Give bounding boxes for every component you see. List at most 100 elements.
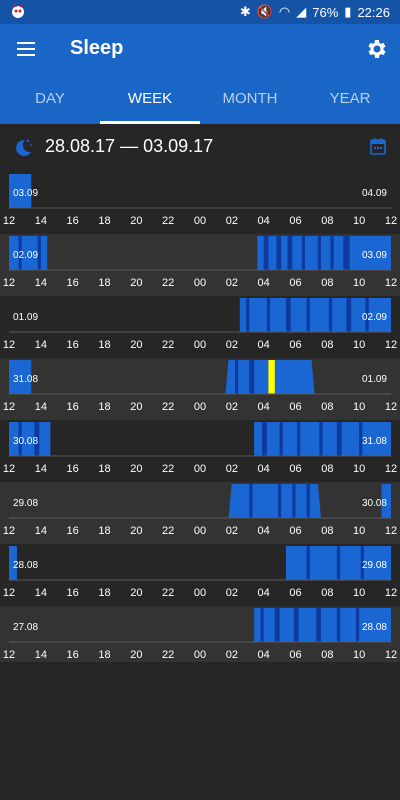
calendar-icon[interactable]	[370, 137, 386, 155]
deep-sleep-segment	[274, 608, 280, 642]
battery-icon: ▮	[344, 4, 352, 19]
x-tick-label: 00	[194, 649, 206, 661]
x-tick-label: 02	[226, 277, 238, 289]
deep-sleep-segment	[336, 546, 341, 580]
row-end-date-label: 30.08	[362, 498, 387, 509]
deep-sleep-segment	[297, 422, 301, 456]
deep-sleep-segment	[360, 546, 364, 580]
x-tick-label: 18	[98, 401, 110, 413]
deep-sleep-segment	[336, 608, 341, 642]
sleep-session-bar	[239, 298, 391, 332]
x-tick-label: 08	[321, 339, 333, 351]
deep-sleep-segment	[18, 422, 22, 456]
x-tick-label: 06	[289, 525, 301, 537]
moon-stars-icon	[16, 139, 32, 156]
x-tick-label: 10	[353, 401, 365, 413]
deep-sleep-segment	[276, 236, 282, 270]
x-tick-label: 02	[226, 401, 238, 413]
row-end-date-label: 01.09	[362, 374, 387, 385]
x-tick-label: 16	[67, 277, 79, 289]
x-tick-label: 20	[130, 401, 142, 413]
x-tick-label: 16	[67, 525, 79, 537]
mute-icon: 🔇	[256, 4, 273, 19]
x-tick-label: 00	[194, 339, 206, 351]
x-tick-label: 22	[162, 401, 174, 413]
x-tick-label: 02	[226, 525, 238, 537]
x-tick-label: 12	[3, 587, 15, 599]
deep-sleep-segment	[292, 484, 296, 518]
page-title: Sleep	[70, 37, 124, 59]
sleep-session-bar	[9, 174, 32, 208]
row-start-date-label: 01.09	[13, 312, 38, 323]
x-tick-label: 10	[353, 463, 365, 475]
deep-sleep-segment	[346, 298, 352, 332]
x-tick-label: 18	[98, 525, 110, 537]
tab-month[interactable]: MONTH	[222, 90, 278, 107]
status-bar: ✱ 🔇 ◠ ◢ 76% ▮ 22:26	[0, 0, 400, 24]
row-start-date-label: 29.08	[13, 498, 38, 509]
x-tick-label: 12	[385, 215, 397, 227]
signal-icon: ◢	[296, 4, 307, 19]
settings-gear-icon[interactable]	[364, 37, 388, 61]
x-tick-label: 06	[289, 587, 301, 599]
x-tick-label: 08	[321, 525, 333, 537]
x-tick-label: 22	[162, 463, 174, 475]
deep-sleep-segment	[266, 298, 271, 332]
deep-sleep-segment	[37, 236, 41, 270]
sleep-session-bar	[254, 422, 391, 456]
x-tick-label: 12	[3, 401, 15, 413]
x-tick-label: 18	[98, 587, 110, 599]
x-tick-label: 12	[3, 649, 15, 661]
row-end-date-label: 28.08	[362, 622, 387, 633]
tab-week[interactable]: WEEK	[100, 74, 200, 124]
tab-year[interactable]: YEAR	[329, 90, 371, 107]
row-end-date-label: 29.08	[362, 560, 387, 571]
x-tick-label: 08	[321, 215, 333, 227]
deep-sleep-segment	[306, 546, 310, 580]
sleep-session-bar	[9, 546, 17, 580]
deep-sleep-segment	[293, 608, 299, 642]
x-tick-label: 10	[353, 525, 365, 537]
x-tick-label: 04	[258, 525, 270, 537]
x-tick-label: 16	[67, 587, 79, 599]
x-tick-label: 12	[385, 277, 397, 289]
x-tick-label: 10	[353, 339, 365, 351]
deep-sleep-segment	[301, 236, 306, 270]
row-band	[0, 358, 400, 420]
x-tick-label: 12	[385, 649, 397, 661]
tab-day[interactable]: DAY	[35, 90, 65, 107]
deep-sleep-segment	[306, 298, 310, 332]
row-start-date-label: 03.09	[13, 188, 38, 199]
deep-sleep-segment	[277, 484, 282, 518]
x-tick-label: 20	[130, 339, 142, 351]
x-tick-label: 22	[162, 525, 174, 537]
x-tick-label: 22	[162, 587, 174, 599]
x-tick-label: 16	[67, 463, 79, 475]
x-tick-label: 14	[35, 277, 47, 289]
x-tick-label: 00	[194, 277, 206, 289]
x-tick-label: 20	[130, 463, 142, 475]
x-tick-label: 12	[385, 525, 397, 537]
deep-sleep-segment	[336, 422, 342, 456]
x-tick-label: 08	[321, 463, 333, 475]
x-tick-label: 18	[98, 649, 110, 661]
x-tick-label: 04	[258, 463, 270, 475]
row-end-date-label: 03.09	[362, 250, 387, 261]
deep-sleep-segment	[246, 298, 250, 332]
x-tick-label: 16	[67, 401, 79, 413]
deep-sleep-segment	[330, 236, 334, 270]
deep-sleep-segment	[359, 422, 363, 456]
x-tick-label: 14	[35, 463, 47, 475]
x-tick-label: 02	[226, 215, 238, 227]
deep-sleep-segment	[285, 298, 291, 332]
x-tick-label: 06	[289, 649, 301, 661]
x-tick-label: 14	[35, 587, 47, 599]
x-tick-label: 08	[321, 587, 333, 599]
deep-sleep-segment	[355, 608, 360, 642]
awake-segment	[268, 360, 275, 394]
weekly-sleep-chart: 03.09 04.09 12 14 16 18 20 22 00 02 04 06 08 10 12 02.0…	[0, 172, 400, 668]
x-tick-label: 20	[130, 649, 142, 661]
deep-sleep-segment	[279, 422, 283, 456]
app-notification-icon	[12, 4, 24, 18]
menu-icon[interactable]	[14, 37, 40, 61]
